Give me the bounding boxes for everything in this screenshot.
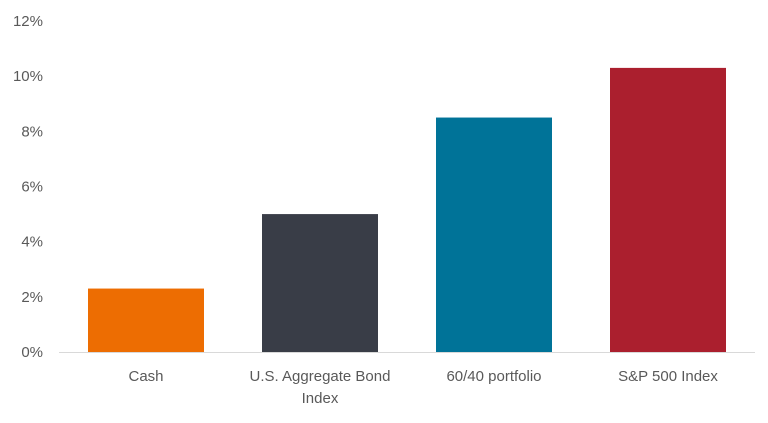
bar: [88, 288, 204, 352]
y-tick-label: 0%: [21, 344, 43, 361]
y-tick-label: 12%: [13, 13, 43, 30]
bar: [262, 214, 378, 352]
x-tick-label: Cash: [128, 368, 163, 385]
x-tick-label: 60/40 portfolio: [446, 368, 541, 385]
bar: [610, 67, 726, 353]
y-tick-label: 10%: [13, 68, 43, 85]
y-tick-label: 6%: [21, 179, 43, 196]
bar: [436, 117, 552, 353]
x-tick-label: Index: [302, 390, 339, 407]
bars: [88, 67, 726, 353]
x-axis: Cash U.S. Aggregate Bond Index 60/40 portfo…: [128, 368, 718, 407]
y-tick-label: 4%: [21, 234, 43, 251]
y-tick-label: 8%: [21, 123, 43, 140]
y-tick-label: 2%: [21, 289, 43, 306]
x-tick-label: S&P 500 Index: [618, 368, 718, 385]
x-tick-label: U.S. Aggregate Bond: [250, 368, 391, 385]
y-axis: 0% 2% 4% 6% 8% 10% 12%: [13, 13, 43, 361]
